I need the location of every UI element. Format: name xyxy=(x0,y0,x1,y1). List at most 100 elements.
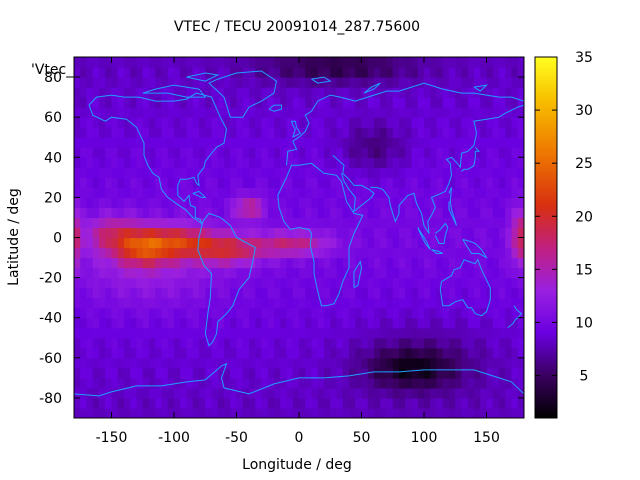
heatmap-cell xyxy=(424,57,431,68)
heatmap-cell xyxy=(349,207,356,219)
heatmap-cell xyxy=(317,347,325,359)
heatmap-cell xyxy=(405,67,413,78)
heatmap-cell xyxy=(411,137,419,148)
heatmap-cell xyxy=(124,77,131,88)
heatmap-cell xyxy=(74,57,81,68)
heatmap-cell xyxy=(149,207,156,219)
colorbar-tick-label: 35 xyxy=(575,50,593,66)
heatmap-cell xyxy=(505,197,513,209)
heatmap-cell xyxy=(374,237,381,249)
heatmap-cell xyxy=(374,127,381,138)
heatmap-cell xyxy=(167,147,175,158)
heatmap-cell xyxy=(186,257,194,269)
heatmap-cell xyxy=(405,387,413,399)
heatmap-cell xyxy=(192,167,200,178)
heatmap-cell xyxy=(324,57,331,68)
heatmap-cell xyxy=(299,87,306,98)
heatmap-cell xyxy=(474,277,481,289)
heatmap-cell xyxy=(180,377,188,389)
heatmap-cell xyxy=(111,157,119,168)
heatmap-cell xyxy=(299,197,306,209)
heatmap-cell xyxy=(242,267,250,279)
heatmap-cell xyxy=(105,327,113,339)
heatmap-cell xyxy=(317,337,325,349)
heatmap-cell xyxy=(480,377,488,389)
heatmap-cell xyxy=(455,207,463,219)
heatmap-cell xyxy=(486,147,494,158)
heatmap-cell xyxy=(367,317,375,329)
heatmap-cell xyxy=(199,127,206,138)
heatmap-cell xyxy=(180,177,188,188)
heatmap-cell xyxy=(211,307,219,319)
heatmap-cell xyxy=(224,187,231,198)
heatmap-cell xyxy=(174,307,181,319)
heatmap-cell xyxy=(149,177,156,188)
heatmap-cell xyxy=(286,297,294,309)
heatmap-cell xyxy=(292,367,300,379)
heatmap-cell xyxy=(242,127,250,138)
heatmap-cell xyxy=(417,137,425,148)
heatmap-cell xyxy=(274,57,281,68)
heatmap-cell xyxy=(105,97,113,108)
heatmap-cell xyxy=(424,227,431,239)
heatmap-cell xyxy=(155,407,163,418)
heatmap-cell xyxy=(74,287,81,299)
heatmap-cell xyxy=(180,117,188,128)
heatmap-cell xyxy=(149,267,156,279)
heatmap-cell xyxy=(442,267,450,279)
heatmap-cell xyxy=(267,227,275,239)
heatmap-cell xyxy=(92,197,100,209)
heatmap-cell xyxy=(167,137,175,148)
heatmap-cell xyxy=(155,347,163,359)
heatmap-cell xyxy=(374,267,381,279)
heatmap-cell xyxy=(74,407,81,418)
heatmap-cell xyxy=(261,237,269,249)
heatmap-cell xyxy=(130,87,138,98)
heatmap-cell xyxy=(217,137,225,148)
heatmap-cell xyxy=(230,327,238,339)
heatmap-cell xyxy=(392,377,400,389)
heatmap-cell xyxy=(186,207,194,219)
heatmap-cell xyxy=(199,137,206,148)
heatmap-cell xyxy=(474,57,481,68)
x-tick-label: -150 xyxy=(96,430,128,446)
heatmap-cell xyxy=(224,377,231,389)
heatmap-cell xyxy=(286,57,294,68)
heatmap-cell xyxy=(517,217,524,229)
heatmap-cell xyxy=(161,277,169,289)
heatmap-cell xyxy=(461,107,469,118)
heatmap-cell xyxy=(474,397,481,409)
heatmap-cell xyxy=(349,187,356,198)
heatmap-cell xyxy=(280,147,288,158)
heatmap-cell xyxy=(336,57,344,68)
heatmap-cell xyxy=(117,207,125,219)
heatmap-cell xyxy=(436,267,444,279)
heatmap-cell xyxy=(242,287,250,299)
heatmap-cell xyxy=(149,317,156,329)
heatmap-cell xyxy=(267,137,275,148)
heatmap-cell xyxy=(342,227,350,239)
coastline-path xyxy=(434,222,449,244)
heatmap-cell xyxy=(117,117,125,128)
heatmap-cell xyxy=(380,377,388,389)
heatmap-cell xyxy=(442,347,450,359)
heatmap-cell xyxy=(317,97,325,108)
heatmap-cell xyxy=(274,137,281,148)
heatmap-cell xyxy=(99,147,106,158)
heatmap-cell xyxy=(192,347,200,359)
heatmap-cell xyxy=(380,67,388,78)
heatmap-cell xyxy=(392,277,400,289)
heatmap-cell xyxy=(399,327,406,339)
heatmap-cell xyxy=(149,107,156,118)
heatmap-cell xyxy=(467,87,475,98)
heatmap-cell xyxy=(417,127,425,138)
heatmap-cell xyxy=(517,57,524,68)
heatmap-cell xyxy=(486,267,494,279)
heatmap-cell xyxy=(305,217,313,229)
heatmap-cell xyxy=(242,227,250,239)
heatmap-cell xyxy=(267,57,275,68)
heatmap-cell xyxy=(405,57,413,68)
heatmap-cell xyxy=(136,357,144,369)
heatmap-cell xyxy=(124,367,131,379)
heatmap-cell xyxy=(517,87,524,98)
